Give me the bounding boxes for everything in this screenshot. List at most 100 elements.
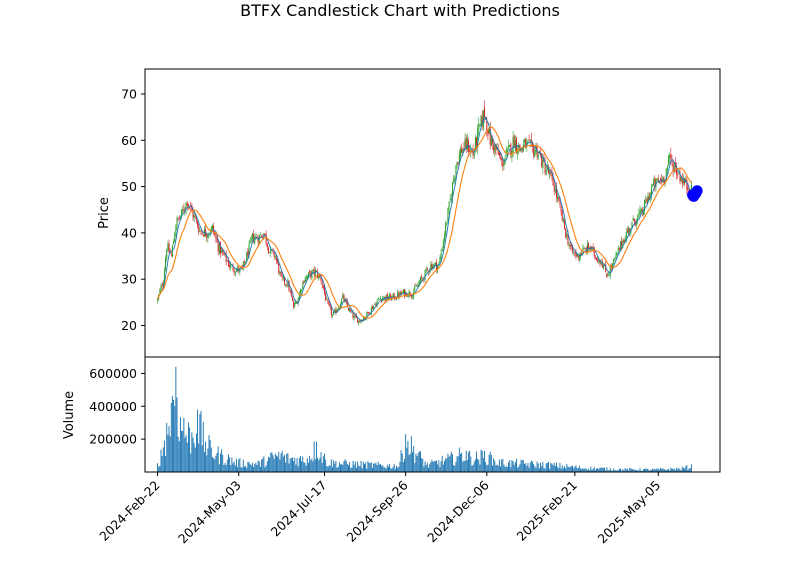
candle-body xyxy=(342,294,344,299)
volume-bar xyxy=(588,468,590,472)
candle-body xyxy=(377,298,379,301)
candle-body xyxy=(265,233,267,244)
volume-bar xyxy=(364,464,365,472)
volume-bar xyxy=(428,467,429,472)
volume-bar xyxy=(484,450,485,472)
volume-bar xyxy=(673,468,675,472)
volume-bar xyxy=(227,454,229,472)
candle-body xyxy=(334,309,336,312)
volume-bar xyxy=(596,468,598,472)
candle-body xyxy=(526,141,528,146)
volume-bar xyxy=(493,458,495,472)
candle-body xyxy=(448,201,450,210)
candle-body xyxy=(321,282,323,286)
volume-bar xyxy=(606,467,608,472)
candle-body xyxy=(430,264,432,270)
volume-bar xyxy=(613,468,615,472)
candle-body xyxy=(327,299,329,303)
volume-bar xyxy=(646,468,648,472)
candle-body xyxy=(666,166,668,170)
volume-bar xyxy=(399,461,401,472)
volume-bar xyxy=(608,470,610,472)
volume-bar xyxy=(439,466,441,472)
candle-body xyxy=(201,233,203,234)
candle-body xyxy=(287,280,289,287)
volume-bar xyxy=(304,462,306,472)
candle-body xyxy=(649,192,651,199)
volume-bar xyxy=(545,463,547,472)
candle-body xyxy=(233,270,235,273)
volume-bar xyxy=(578,465,580,472)
volume-bar xyxy=(657,468,659,472)
candle-body xyxy=(424,270,426,280)
candle-body xyxy=(177,217,179,219)
volume-bar xyxy=(423,466,425,472)
volume-bar xyxy=(544,468,546,472)
price-y-tick-label: 20 xyxy=(121,318,137,333)
volume-bar xyxy=(592,468,594,472)
candle-body xyxy=(248,243,250,256)
candle-body xyxy=(319,274,321,278)
candle-body xyxy=(378,298,380,300)
volume-bar xyxy=(450,451,452,472)
candle-body xyxy=(687,187,689,191)
volume-bar xyxy=(303,462,305,472)
candle-body xyxy=(320,277,322,282)
volume-bar xyxy=(426,462,428,472)
candle-body xyxy=(686,179,688,190)
volume-bar xyxy=(511,459,513,472)
candle-body xyxy=(209,232,211,234)
volume-bar xyxy=(558,467,560,472)
candle-body xyxy=(631,221,633,229)
volume-bar xyxy=(677,469,679,472)
candle-body xyxy=(431,263,433,270)
volume-bar xyxy=(378,464,380,472)
candle-body xyxy=(392,293,394,297)
volume-bar xyxy=(562,468,564,472)
volume-bar xyxy=(168,426,170,472)
candle-body xyxy=(463,148,465,150)
volume-bar xyxy=(239,458,241,472)
candle-body xyxy=(622,240,624,248)
volume-bar xyxy=(679,469,681,472)
volume-bar xyxy=(339,464,341,472)
volume-bar xyxy=(193,443,195,472)
candle-body xyxy=(625,232,627,242)
volume-bar xyxy=(519,464,521,472)
volume-bar xyxy=(263,456,265,472)
candle-body xyxy=(264,233,266,235)
volume-bar xyxy=(610,470,612,472)
volume-bar xyxy=(429,464,431,472)
candle-body xyxy=(482,110,484,128)
candle-body xyxy=(580,253,582,257)
volume-bar xyxy=(187,422,189,472)
candle-body xyxy=(478,123,480,130)
volume-bar xyxy=(517,467,519,472)
volume-y-tick-label: 400000 xyxy=(89,399,137,414)
candle-body xyxy=(294,302,296,307)
volume-bar xyxy=(251,462,253,472)
volume-bar xyxy=(559,463,561,472)
candle-body xyxy=(325,292,327,301)
candle-body xyxy=(479,124,481,126)
candle-body xyxy=(613,259,615,265)
candle-body xyxy=(606,273,608,278)
volume-bar xyxy=(311,458,313,472)
candle-body xyxy=(542,156,544,169)
candle-body xyxy=(558,197,560,201)
volume-bar xyxy=(240,467,242,472)
candle-body xyxy=(588,243,590,249)
volume-bar xyxy=(537,463,539,472)
candle-body xyxy=(166,250,168,260)
volume-bar xyxy=(171,396,173,472)
candle-body xyxy=(607,274,609,277)
volume-bar xyxy=(210,447,212,472)
volume-bar xyxy=(380,464,381,472)
volume-bar xyxy=(203,452,205,472)
candle-body xyxy=(646,198,648,204)
volume-bar xyxy=(647,468,649,472)
candle-body xyxy=(473,151,475,157)
candle-body xyxy=(676,166,678,175)
prediction-point xyxy=(691,185,703,197)
candle-body xyxy=(638,213,640,216)
